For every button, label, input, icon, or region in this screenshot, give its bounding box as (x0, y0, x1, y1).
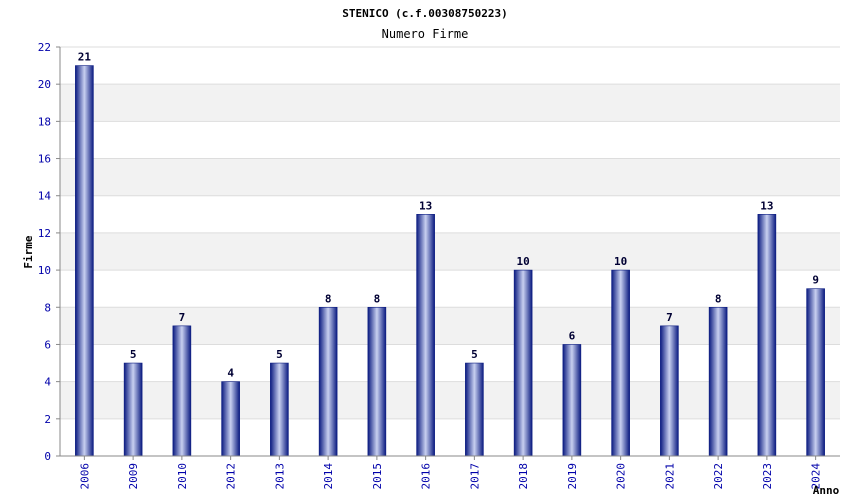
x-tick-label: 2006 (78, 463, 91, 490)
bar-value-label: 8 (325, 292, 332, 305)
bar (611, 269, 630, 457)
bar (513, 269, 533, 457)
bar (416, 214, 435, 457)
x-tick-label: 2013 (273, 463, 286, 490)
x-tick-label: 2017 (468, 463, 481, 490)
y-tick-label: 8 (44, 301, 51, 314)
x-tick-label: 2018 (517, 463, 530, 490)
bar (172, 325, 192, 457)
bar (221, 381, 240, 457)
y-axis: 0 2 4 6 8 10 12 14 16 18 20 22 (38, 41, 61, 463)
y-tick-label: 14 (38, 190, 52, 203)
bar-value-label: 13 (760, 199, 773, 212)
chart-title: STENICO (c.f.00308750223) (342, 7, 508, 20)
y-tick-label: 18 (38, 115, 51, 128)
x-axis-label: Anno (813, 484, 840, 497)
x-tick-label: 2019 (566, 463, 579, 490)
y-tick-label: 22 (38, 41, 51, 54)
x-tick-label: 2010 (176, 463, 189, 490)
bar (708, 306, 728, 457)
bar (660, 325, 679, 457)
bar-value-label: 5 (130, 348, 137, 361)
y-tick-label: 0 (44, 450, 51, 463)
bar (806, 288, 825, 457)
bar-value-label: 9 (812, 274, 819, 287)
bar (465, 362, 484, 457)
y-tick-label: 12 (38, 227, 51, 240)
y-axis-label: Firme (22, 235, 35, 268)
x-axis: 2006 2009 2010 2012 2013 2014 2015 2016 2017 2018… (60, 455, 840, 490)
bar-value-label: 6 (569, 329, 576, 342)
x-tick-label: 2016 (420, 463, 433, 490)
chart-subtitle: Numero Firme (382, 27, 469, 41)
bar-value-label: 10 (517, 255, 530, 268)
bar (270, 362, 289, 457)
bar-value-label: 5 (276, 348, 283, 361)
bar-value-label: 7 (666, 311, 673, 324)
y-tick-label: 6 (44, 338, 51, 351)
bar (757, 214, 777, 457)
bars: 21 5 7 4 5 8 8 13 5 10 6 10 7 8 13 9 (75, 51, 825, 457)
bar (318, 306, 338, 457)
bar (75, 65, 94, 457)
bar-value-label: 5 (471, 348, 478, 361)
y-tick-label: 16 (38, 153, 51, 166)
x-tick-label: 2024 (810, 463, 823, 490)
grid-band (60, 84, 840, 122)
x-tick-label: 2015 (371, 463, 384, 490)
x-tick-label: 2020 (615, 463, 628, 490)
bar-value-label: 13 (419, 199, 432, 212)
bar-value-label: 8 (715, 292, 722, 305)
x-tick-label: 2021 (663, 463, 676, 490)
bar-value-label: 8 (374, 292, 381, 305)
y-tick-label: 10 (38, 264, 51, 277)
x-tick-label: 2023 (761, 463, 774, 490)
bar-value-label: 4 (227, 367, 234, 380)
bar-value-label: 7 (179, 311, 186, 324)
bar-value-label: 21 (78, 51, 92, 64)
x-tick-label: 2009 (127, 463, 140, 490)
bar (562, 344, 582, 457)
y-tick-label: 4 (44, 376, 51, 389)
bar (123, 362, 143, 457)
x-tick-label: 2014 (322, 463, 335, 490)
y-tick-label: 2 (44, 413, 51, 426)
bar-value-label: 10 (614, 255, 627, 268)
y-tick-label: 20 (38, 78, 51, 91)
x-tick-label: 2012 (225, 463, 238, 490)
bar (367, 306, 387, 457)
grid-band (60, 232, 840, 271)
grid-band (60, 158, 840, 196)
x-tick-label: 2022 (712, 463, 725, 490)
